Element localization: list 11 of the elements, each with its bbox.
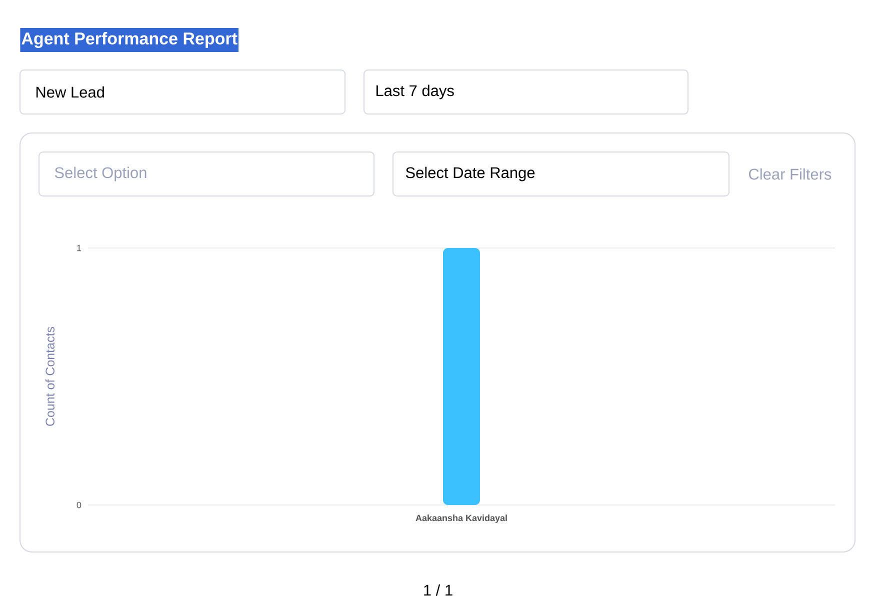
text: Select Date Range [406, 166, 535, 182]
y-axis-title: Count of Contacts [45, 326, 54, 426]
y-tick-label: 0 [76, 502, 82, 508]
text: 1 / 1 [424, 584, 452, 596]
text: Clear Filters [748, 168, 832, 180]
x-tick-label: Aakaansha Kavidayal [416, 514, 507, 523]
text: Last 7 days [376, 84, 454, 100]
text: New Lead [36, 86, 104, 98]
chart-title: Agent Performance Report [22, 32, 238, 48]
y-tick-label: 1 [77, 244, 82, 252]
text: Select Option [54, 166, 146, 182]
